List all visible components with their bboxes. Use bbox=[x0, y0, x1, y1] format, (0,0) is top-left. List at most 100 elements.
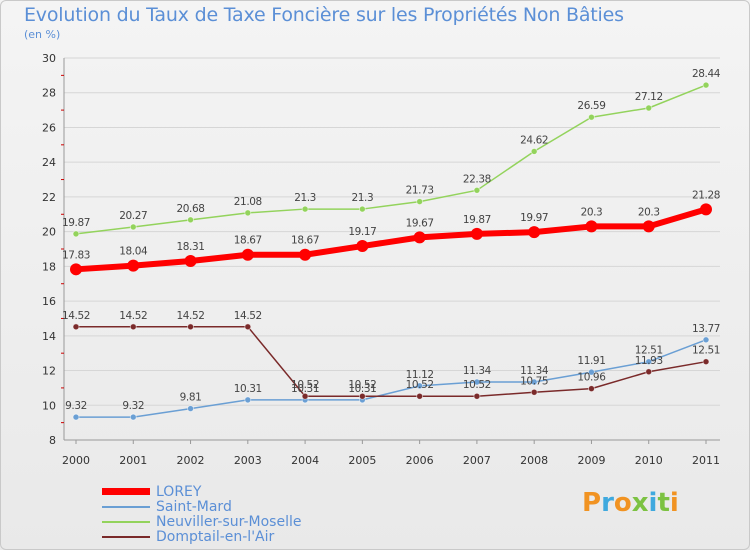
data-label: 9.32 bbox=[122, 400, 144, 412]
data-label: 14.52 bbox=[234, 310, 262, 322]
data-label: 21.08 bbox=[234, 196, 262, 208]
data-point bbox=[702, 336, 710, 344]
data-label: 21.28 bbox=[692, 189, 720, 201]
x-tick-label: 2006 bbox=[406, 454, 434, 467]
data-label: 11.12 bbox=[406, 369, 434, 381]
data-point bbox=[358, 392, 366, 400]
y-tick-label: 24 bbox=[42, 156, 56, 169]
data-point bbox=[645, 368, 653, 376]
logo-letter: o bbox=[613, 488, 632, 518]
data-label: 10.52 bbox=[291, 379, 319, 391]
data-label: 10.31 bbox=[234, 383, 262, 395]
series-line bbox=[75, 84, 707, 235]
data-label: 26.59 bbox=[577, 100, 605, 112]
data-label: 20.3 bbox=[638, 206, 660, 218]
data-label: 11.93 bbox=[635, 355, 663, 367]
data-point bbox=[416, 382, 424, 390]
data-label: 19.87 bbox=[463, 214, 491, 226]
data-point bbox=[530, 378, 538, 386]
data-label: 17.83 bbox=[62, 249, 90, 261]
data-point bbox=[184, 254, 197, 267]
data-point bbox=[588, 113, 595, 121]
data-label: 10.31 bbox=[291, 383, 319, 395]
data-label: 10.52 bbox=[463, 379, 491, 391]
logo-letter: x bbox=[631, 488, 649, 518]
data-point bbox=[530, 388, 538, 396]
data-label: 9.32 bbox=[65, 400, 87, 412]
data-label: 18.04 bbox=[119, 246, 148, 258]
legend-label: Neuviller-sur-Moselle bbox=[156, 513, 302, 530]
data-point bbox=[588, 385, 595, 393]
legend-item: Domptail-en-l'Air bbox=[102, 528, 301, 545]
data-label: 19.17 bbox=[348, 226, 376, 238]
data-label: 10.52 bbox=[348, 379, 376, 391]
data-label: 11.34 bbox=[463, 365, 492, 377]
data-label: 14.52 bbox=[62, 310, 90, 322]
y-tick-label: 28 bbox=[42, 87, 56, 100]
x-tick-label: 2001 bbox=[119, 454, 147, 467]
legend-label: LOREY bbox=[156, 483, 202, 500]
y-tick-label: 22 bbox=[42, 191, 56, 204]
legend: LOREY Saint-Mard Neuviller-sur-Moselle Domp… bbox=[102, 483, 302, 545]
data-point bbox=[702, 358, 710, 366]
legend-swatch bbox=[102, 505, 150, 508]
data-label: 20.27 bbox=[119, 210, 147, 222]
data-point bbox=[416, 198, 424, 205]
data-label: 11.34 bbox=[520, 365, 549, 377]
data-label: 19.87 bbox=[62, 217, 90, 229]
data-label: 10.96 bbox=[577, 372, 606, 384]
legend-item: LOREY bbox=[102, 483, 301, 500]
data-point bbox=[72, 413, 80, 421]
data-point bbox=[301, 392, 309, 400]
data-point bbox=[129, 413, 137, 421]
data-label: 19.67 bbox=[406, 217, 434, 229]
data-point bbox=[244, 209, 252, 217]
data-label: 22.38 bbox=[463, 173, 491, 185]
data-point bbox=[187, 216, 194, 224]
data-point bbox=[187, 323, 194, 331]
data-point bbox=[241, 248, 254, 261]
data-point bbox=[187, 405, 194, 412]
data-point bbox=[70, 263, 82, 276]
data-label: 10.31 bbox=[348, 383, 376, 395]
data-label: 18.67 bbox=[234, 235, 262, 247]
x-tick-label: 2000 bbox=[62, 454, 90, 467]
logo-letter: i bbox=[648, 488, 658, 518]
data-point bbox=[299, 248, 312, 261]
data-point bbox=[129, 323, 137, 331]
x-tick-label: 2005 bbox=[348, 454, 376, 467]
data-label: 18.31 bbox=[177, 241, 205, 253]
data-point bbox=[244, 396, 252, 404]
data-label: 28.44 bbox=[692, 68, 721, 80]
data-label: 14.52 bbox=[119, 310, 147, 322]
data-label: 21.73 bbox=[406, 185, 434, 197]
data-label: 12.51 bbox=[692, 345, 720, 357]
data-point bbox=[72, 323, 80, 331]
y-tick-label: 18 bbox=[42, 260, 56, 273]
x-tick-label: 2003 bbox=[234, 454, 262, 467]
x-tick-label: 2004 bbox=[291, 454, 319, 467]
data-point bbox=[700, 203, 712, 216]
data-point bbox=[530, 148, 538, 155]
data-point bbox=[470, 227, 483, 240]
series-line bbox=[75, 206, 707, 273]
data-point bbox=[528, 226, 541, 239]
y-tick-label: 12 bbox=[42, 365, 56, 378]
legend-label: Domptail-en-l'Air bbox=[156, 528, 275, 545]
y-tick-label: 30 bbox=[42, 52, 56, 65]
logo-letter: r bbox=[601, 488, 614, 518]
data-label: 18.67 bbox=[291, 235, 319, 247]
legend-item: Saint-Mard bbox=[102, 498, 301, 515]
data-point bbox=[356, 240, 369, 253]
series-line bbox=[76, 339, 707, 418]
data-label: 13.77 bbox=[692, 323, 720, 335]
data-point bbox=[642, 220, 655, 233]
data-point bbox=[127, 259, 140, 272]
legend-label: Saint-Mard bbox=[156, 498, 232, 515]
legend-item: Neuviller-sur-Moselle bbox=[102, 513, 302, 530]
data-label: 9.81 bbox=[180, 392, 202, 404]
logo-letter: t bbox=[657, 488, 670, 518]
data-point bbox=[301, 205, 309, 213]
y-tick-label: 10 bbox=[42, 399, 56, 412]
